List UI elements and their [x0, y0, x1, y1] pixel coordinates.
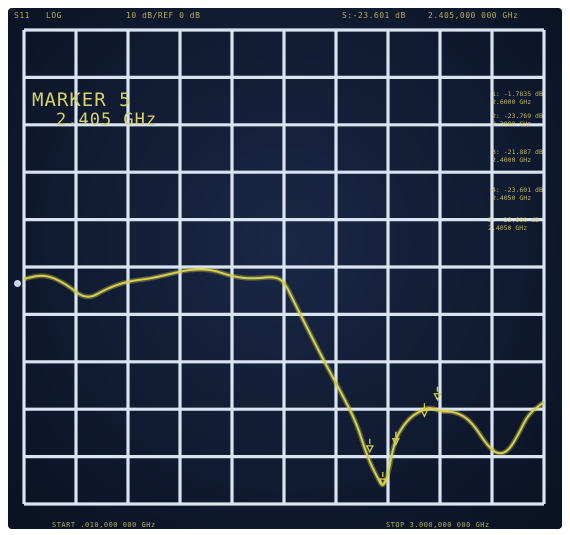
- trace-plot: [22, 28, 546, 506]
- analyzer-bezel: S11 LOG 10 dB/REF 0 dB S:-23.601 dB 2.40…: [8, 8, 562, 529]
- footer-stop-frequency: STOP 3.000,000 000 GHz: [386, 521, 490, 529]
- marker-list-2-freq: 2.3980 GHz: [492, 120, 532, 128]
- marker-flag: [365, 438, 374, 454]
- marker-list-3-freq: 2.4000 GHz: [492, 156, 532, 164]
- marker-list-3-value: 3: -21.887 dB: [492, 148, 543, 156]
- marker-list-2: 2: -23.769 dB 2.3980 GHz: [492, 112, 543, 128]
- marker-flag: [420, 403, 429, 418]
- graticule: [22, 28, 546, 506]
- marker-flags: [365, 386, 442, 487]
- marker-list-2-value: 2: -23.769 dB: [492, 112, 543, 120]
- active-marker-frequency: 2.405 GHz: [56, 110, 158, 130]
- active-marker-title: MARKER 5: [32, 89, 132, 111]
- marker-list-1: 1: -1.7835 dB 2.6000 GHz: [492, 90, 543, 106]
- marker-flag: [378, 472, 387, 487]
- marker-list-4-value: 4: -23.601 dB: [492, 186, 543, 194]
- marker-list-5: 5: -23.600 dB 2.4050 GHz: [488, 216, 539, 232]
- header-channel: S11: [14, 11, 30, 20]
- marker-list-5-freq: 2.4050 GHz: [488, 224, 528, 232]
- marker-flag: [433, 386, 442, 402]
- marker-list-5-value: 5: -23.600 dB: [488, 216, 539, 224]
- marker-list-3: 3: -21.887 dB 2.4000 GHz: [492, 148, 543, 164]
- reference-level-indicator: [14, 280, 21, 287]
- header-scale: 10 dB/REF 0 dB: [126, 11, 201, 20]
- marker-list-4: 4: -23.601 dB 2.4050 GHz: [492, 186, 543, 202]
- header-format: LOG: [46, 11, 62, 20]
- footer-start-frequency: START .010,000 000 GHz: [52, 521, 156, 529]
- trace-line: [23, 268, 545, 486]
- marker-flag: [391, 431, 400, 447]
- marker-list-1-value: 1: -1.7835 dB: [492, 90, 543, 98]
- marker-list-1-freq: 2.6000 GHz: [492, 98, 532, 106]
- header-marker-value: S:-23.601 dB: [342, 11, 406, 20]
- analyzer-screen: S11 LOG 10 dB/REF 0 dB S:-23.601 dB 2.40…: [8, 8, 562, 529]
- trace-layer: [23, 266, 546, 488]
- marker-list-4-freq: 2.4050 GHz: [492, 194, 532, 202]
- header-marker-frequency: 2.405,000 000 GHz: [428, 11, 519, 20]
